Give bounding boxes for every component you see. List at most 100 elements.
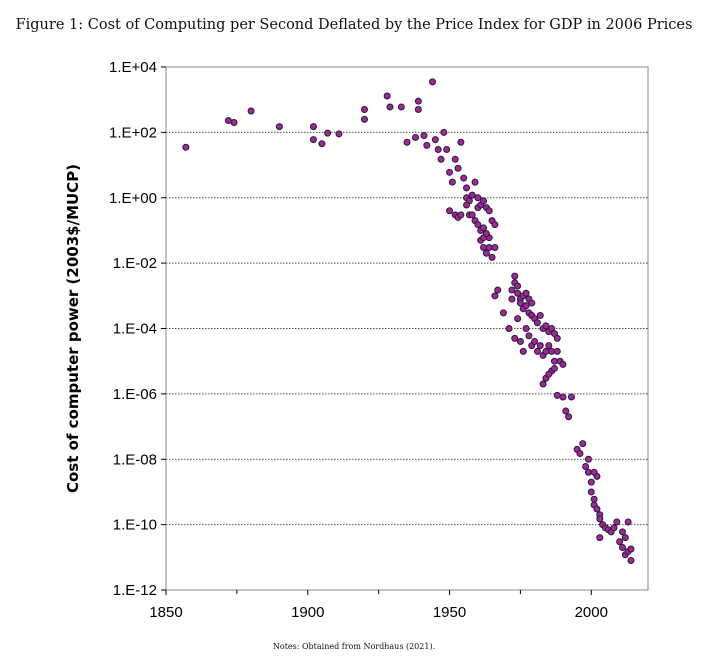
axes xyxy=(161,66,592,595)
data-point xyxy=(542,322,550,330)
data-point xyxy=(230,119,238,127)
y-tick-label: 1.E-08 xyxy=(113,451,157,468)
data-point xyxy=(499,309,507,317)
data-point xyxy=(539,380,547,388)
data-point xyxy=(548,325,556,332)
data-point xyxy=(511,272,519,280)
data-point xyxy=(511,334,519,342)
data-point xyxy=(508,295,516,303)
data-point xyxy=(587,488,595,496)
data-point xyxy=(480,197,488,205)
data-point xyxy=(429,78,437,86)
data-point xyxy=(463,184,471,192)
data-point xyxy=(451,155,459,163)
data-point xyxy=(516,338,524,346)
data-point xyxy=(522,289,530,297)
data-point xyxy=(590,468,598,476)
data-point xyxy=(536,311,544,319)
data-point xyxy=(596,515,604,523)
data-point xyxy=(446,207,454,215)
data-point xyxy=(309,123,317,131)
y-tick-label: 1.E-04 xyxy=(113,321,157,338)
figure-notes: Notes: Obtained from Nordhaus (2021). xyxy=(272,642,436,651)
data-point xyxy=(528,299,536,307)
data-point xyxy=(536,342,544,350)
data-point xyxy=(224,117,232,125)
data-point xyxy=(579,440,587,448)
data-point xyxy=(593,505,601,513)
data-point xyxy=(491,292,499,300)
data-point xyxy=(494,286,502,294)
y-tick-label: 1.E-02 xyxy=(113,255,157,272)
data-point xyxy=(533,319,541,327)
y-tick-labels: 1.E+04 1.E+02 1.E+00 1.E-02 1.E-04 1.E-06 1.E-… xyxy=(109,59,157,599)
data-point xyxy=(531,338,539,346)
data-point xyxy=(275,123,283,131)
data-point xyxy=(553,391,561,399)
x-tick-label: 1950 xyxy=(433,604,466,621)
data-point xyxy=(397,103,405,111)
data-point xyxy=(474,221,482,229)
data-point xyxy=(621,534,629,542)
data-point xyxy=(545,370,553,378)
data-point xyxy=(519,347,527,355)
grid-lines xyxy=(166,131,648,526)
data-points xyxy=(182,78,635,564)
data-point xyxy=(440,128,448,136)
data-point xyxy=(618,528,626,536)
data-point xyxy=(584,468,592,476)
data-point xyxy=(423,141,431,149)
x-tick-label: 1900 xyxy=(291,604,324,621)
data-point xyxy=(182,143,190,151)
data-point xyxy=(437,155,445,163)
y-tick-label: 1.E+00 xyxy=(109,190,157,207)
data-point xyxy=(448,178,456,186)
data-point xyxy=(480,224,488,232)
y-tick-label: 1.E-06 xyxy=(113,386,157,403)
data-point xyxy=(247,107,255,115)
data-point xyxy=(567,393,575,401)
data-point xyxy=(525,332,533,340)
data-point xyxy=(420,132,428,140)
data-point xyxy=(474,194,482,202)
data-point xyxy=(457,138,465,146)
data-point xyxy=(485,207,493,215)
data-point xyxy=(414,106,422,114)
x-tick-labels: 1850 1900 1950 2000 xyxy=(149,604,608,621)
x-tick-label: 2000 xyxy=(575,604,608,621)
data-point xyxy=(514,282,522,290)
y-tick-label: 1.E-12 xyxy=(113,582,157,599)
y-tick-label: 1.E-10 xyxy=(113,517,157,534)
data-point xyxy=(324,129,332,137)
data-point xyxy=(508,286,516,294)
data-point xyxy=(565,413,573,421)
data-point xyxy=(457,211,465,219)
data-point xyxy=(516,299,524,307)
data-point xyxy=(559,393,567,401)
data-point xyxy=(624,518,632,526)
data-point xyxy=(491,244,499,252)
data-point xyxy=(627,556,635,564)
data-point xyxy=(618,543,626,551)
data-point xyxy=(454,164,462,172)
data-point xyxy=(468,211,476,219)
y-tick-label: 1.E+02 xyxy=(109,124,157,141)
data-point xyxy=(431,136,439,144)
data-point xyxy=(584,455,592,463)
x-tick-label: 1850 xyxy=(149,604,182,621)
figure-title: Figure 1: Cost of Computing per Second D… xyxy=(15,17,693,33)
data-point xyxy=(412,133,420,141)
data-point xyxy=(505,325,513,332)
data-point xyxy=(522,325,530,332)
data-point xyxy=(383,92,391,100)
data-point xyxy=(460,174,468,182)
data-point xyxy=(485,244,493,252)
data-point xyxy=(514,289,522,297)
data-point xyxy=(360,106,368,114)
data-point xyxy=(403,138,411,146)
data-point xyxy=(610,524,618,532)
data-point xyxy=(616,538,624,546)
data-point xyxy=(446,168,454,176)
data-point xyxy=(542,347,550,355)
